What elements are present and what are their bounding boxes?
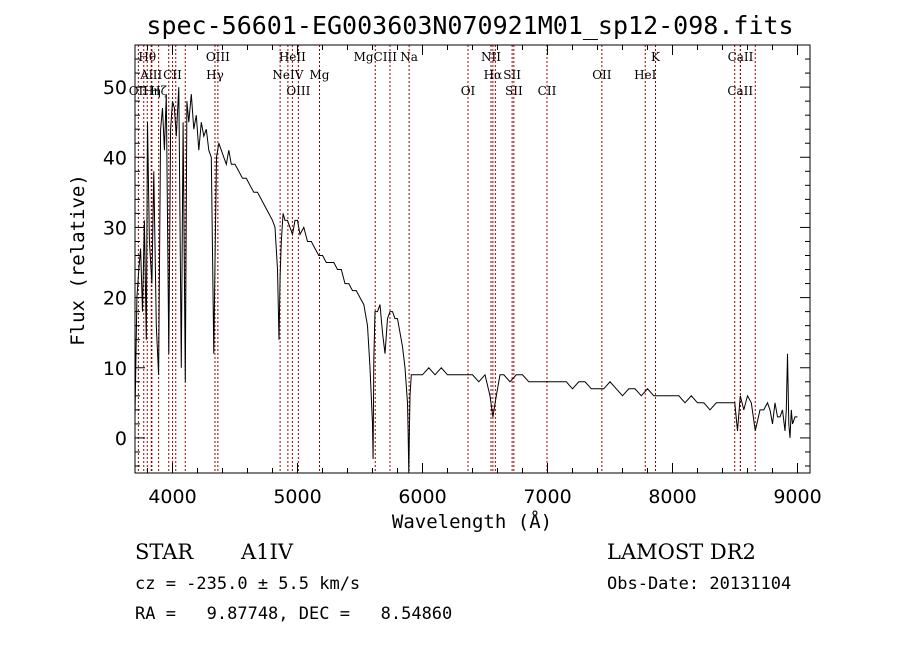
chart-title: spec-56601-EG003603N070921M01_sp12-098.f… [146, 11, 793, 40]
spectral-line-label: HeI [634, 68, 657, 82]
spectral-line-markers [137, 45, 756, 473]
y-tick-label: 40 [103, 147, 127, 169]
spectral-line-label: SII [503, 68, 521, 82]
spectral-line-label: Hη [143, 84, 161, 98]
spectral-line-label: Hγ [206, 68, 224, 82]
y-tick-label: 30 [103, 217, 127, 239]
spectral-line-label: MgCIII [354, 50, 398, 64]
spectral-line-label: CII [163, 68, 182, 82]
x-tick-label: 9000 [773, 486, 821, 508]
redshift-cz: cz = -235.0 ± 5.5 km/s [135, 574, 360, 594]
spectral-line-label: Hζ [150, 84, 167, 98]
spectral-line-label: HeII [279, 50, 306, 64]
spectral-line-label: Hα [484, 68, 503, 82]
y-tick-label: 0 [115, 428, 127, 450]
spectral-line-label: Na [400, 50, 418, 64]
x-tick-label: 5000 [273, 486, 321, 508]
spectral-line-label: OI [461, 84, 476, 98]
survey-name: LAMOST DR2 [607, 540, 756, 564]
spectral-line-label: OIII [286, 84, 310, 98]
x-tick-label: 8000 [648, 486, 696, 508]
spectral-line-labels: HθAlIIOIIHηHζCIIOIIIHγHeIINeIVOIIIMgMgCI… [129, 50, 754, 98]
ra-dec-coordinates: RA = 9.87748, DEC = 8.54860 [135, 604, 452, 624]
spectral-line-label: CaII [727, 84, 753, 98]
x-axis-title: Wavelength (Å) [392, 510, 552, 533]
axis-ticks [135, 45, 810, 473]
x-tick-label: 7000 [523, 486, 571, 508]
spectrum-series-line [134, 87, 798, 474]
y-tick-label: 10 [103, 358, 127, 380]
y-axis-title: Flux (relative) [67, 174, 89, 346]
spectral-line-label: CaII [728, 50, 754, 64]
object-class: STAR [135, 540, 194, 564]
spectral-line-label: CII [538, 84, 557, 98]
obs-date: Obs-Date: 20131104 [607, 574, 791, 594]
y-tick-label: 20 [103, 288, 127, 310]
spectral-line-label: Mg [310, 68, 330, 82]
y-tick-label: 50 [103, 77, 127, 99]
x-tick-label: 6000 [398, 486, 446, 508]
spectral-line-label: K [651, 50, 661, 64]
spectral-line-label: Hθ [138, 50, 156, 64]
spectral-line-label: NII [481, 50, 501, 64]
spectral-line-label: NeIV [272, 68, 303, 82]
spectral-line-label: SII [505, 84, 523, 98]
x-tick-label: 4000 [148, 486, 196, 508]
spectral-line-label: OII [592, 68, 612, 82]
axis-tick-labels: 4000 5000 6000 7000 8000 9000 0 10 20 30 40 50 [103, 77, 822, 508]
object-subclass: A1IV [240, 540, 294, 564]
spectral-line-label: AlII [139, 68, 162, 82]
spectral-line-label: OIII [206, 50, 230, 64]
